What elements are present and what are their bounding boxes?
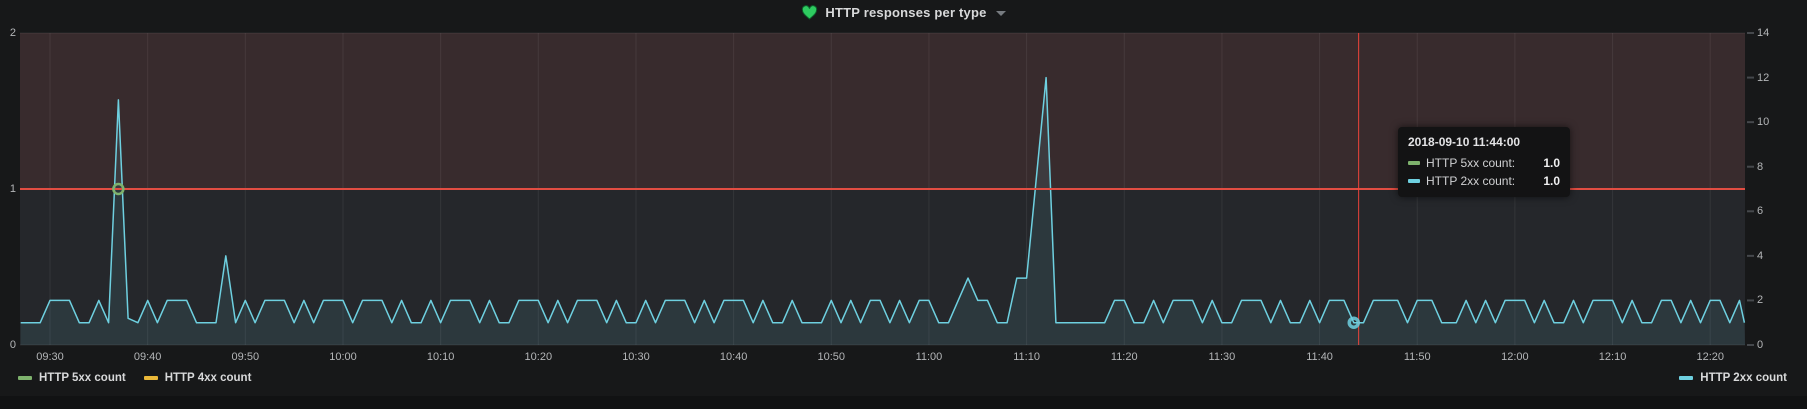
y-axis-right-label: 12 [1757, 71, 1770, 84]
series-5xx-point [112, 182, 125, 196]
x-axis-label: 10:50 [817, 351, 846, 363]
tooltip-timestamp: 2018-09-10 11:44:00 [1408, 135, 1521, 149]
x-axis-label: 09:40 [133, 351, 162, 363]
y-axis-right-label: 4 [1757, 249, 1764, 262]
legend-left: HTTP 5xx count HTTP 4xx count [18, 371, 251, 385]
legend-item[interactable]: HTTP 5xx count [18, 371, 126, 385]
x-axis-label: 10:20 [524, 351, 553, 363]
x-axis-label: 09:30 [36, 351, 64, 363]
x-axis-label: 11:00 [915, 351, 943, 363]
x-axis-label: 10:10 [426, 351, 455, 363]
legend-color-dash-icon [1679, 376, 1694, 380]
legend-label: HTTP 4xx count [164, 372, 252, 384]
panel-menu-caret-icon[interactable] [995, 11, 1006, 16]
series-color-dash-icon [1408, 179, 1420, 183]
series-color-dash-icon [1408, 161, 1420, 165]
panel-title[interactable]: HTTP responses per type [825, 4, 987, 20]
y-axis-right-label: 6 [1757, 205, 1764, 218]
legend-label: HTTP 2xx count [1700, 372, 1787, 384]
y-axis-right-label: 14 [1757, 27, 1770, 39]
y-axis-left-label: 2 [9, 27, 16, 39]
legend-color-dash-icon [18, 376, 32, 380]
tooltip-row: HTTP 2xx count: 1.0 [1408, 174, 1560, 188]
y-axis-right-label: 0 [1757, 339, 1764, 351]
x-axis-label: 11:40 [1306, 351, 1333, 363]
x-axis-label: 09:50 [231, 351, 260, 363]
x-axis-label: 10:40 [719, 351, 748, 363]
legend-right: HTTP 2xx count [1679, 371, 1787, 385]
y-axis-right-label: 8 [1757, 160, 1764, 173]
series-2xx-area [20, 77, 1746, 345]
x-axis-label: 11:20 [1110, 351, 1138, 363]
x-axis-label: 12:10 [1598, 351, 1627, 363]
series-2xx-line [20, 76, 1746, 324]
legend-item[interactable]: HTTP 2xx count [1679, 371, 1787, 385]
hover-tooltip: 2018-09-10 11:44:00 HTTP 5xx count: 1.0 HT… [1398, 127, 1570, 197]
heart-icon [802, 4, 818, 20]
y-axis-right-label: 2 [1757, 294, 1764, 307]
x-axis-label: 12:20 [1696, 351, 1724, 363]
y-axis-left-label: 1 [9, 183, 16, 195]
x-axis-label: 11:10 [1013, 351, 1040, 363]
panel-title-bar: HTTP responses per type [0, 0, 1807, 24]
x-axis-label: 10:00 [329, 351, 357, 363]
y-axis-right-label: 10 [1757, 116, 1770, 129]
tooltip-row: HTTP 5xx count: 1.0 [1408, 156, 1560, 170]
tooltip-series-label: HTTP 5xx count: [1426, 156, 1516, 170]
x-axis-label: 12:00 [1501, 351, 1529, 363]
x-axis-label: 11:50 [1403, 351, 1431, 363]
tooltip-series-label: HTTP 2xx count: [1426, 174, 1516, 188]
x-axis-label: 10:30 [622, 351, 650, 363]
tooltip-series-value: 1.0 [1543, 156, 1560, 170]
y-axis-left-label: 0 [9, 339, 16, 351]
x-axis-label: 11:30 [1208, 351, 1236, 363]
legend-label: HTTP 5xx count [39, 372, 126, 384]
hover-point-ring [1347, 316, 1361, 329]
page-gap [0, 396, 1807, 409]
legend-color-dash-icon [143, 376, 158, 380]
legend-item[interactable]: HTTP 4xx count [143, 371, 252, 385]
tooltip-series-value: 1.0 [1543, 174, 1560, 188]
